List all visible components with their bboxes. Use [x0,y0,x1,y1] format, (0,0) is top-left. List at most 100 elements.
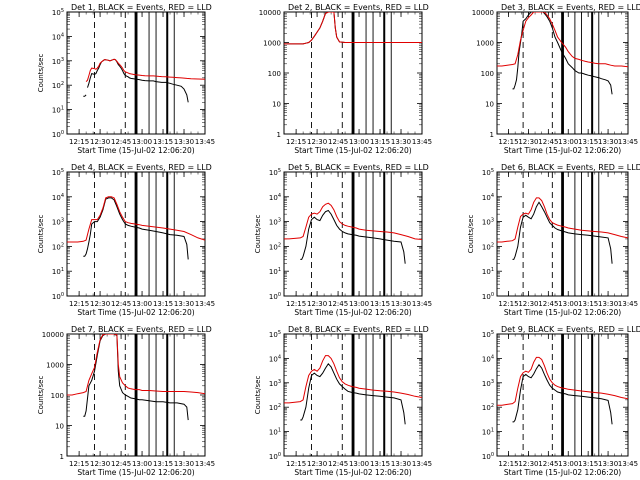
x-tick-label: 13:45 [412,460,432,468]
y-axis-label: Counts/sec [37,54,45,93]
y-tick-base: 10 [52,131,61,139]
y-tick-exponent: 5 [61,168,64,174]
y-tick-base: 10 [52,219,61,227]
y-tick-exponent: 4 [61,193,64,199]
y-tick-label: 102 [52,242,64,251]
panel-title: Det 4, BLACK = Events, RED = LLD [71,163,212,172]
x-axis-label: Start Time (15-Jul-02 12:06:20) [504,146,621,155]
x-tick-label: 12:30 [307,300,327,308]
y-tick-label: 10 [485,101,494,109]
x-tick-label: 13:15 [578,300,598,308]
y-tick-label: 105 [269,330,281,339]
y-tick-base: 10 [482,404,491,412]
y-tick-label: 100 [52,130,64,139]
y-tick-label: 1 [490,131,494,139]
x-tick-label: 13:00 [558,460,578,468]
y-tick-exponent: 5 [491,330,494,336]
x-tick-label: 13:15 [153,300,173,308]
y-tick-base: 10 [52,169,61,177]
x-tick-label: 13:45 [412,138,432,146]
y-tick-base: 10 [52,268,61,276]
x-tick-label: 13:15 [153,460,173,468]
x-tick-label: 13:45 [618,138,638,146]
detector-panel-7: 1 10 100 1000 10000 12:15 12:30 12:45 13:00 13:15… [37,325,215,477]
y-tick-base: 10 [482,169,491,177]
x-tick-label: 13:00 [558,138,578,146]
y-tick-label: 10000 [472,9,494,17]
events-series-line [512,201,613,264]
lld-series-line [67,334,205,396]
y-tick-label: 105 [482,168,494,177]
y-tick-label: 100 [52,292,64,301]
y-tick-exponent: 0 [278,452,281,458]
events-series-line [300,362,406,425]
x-axis-label: Start Time (15-Jul-02 12:06:20) [504,468,621,477]
y-tick-exponent: 0 [61,292,64,298]
x-tick-label: 13:00 [132,300,152,308]
panel-title: Det 3, BLACK = Events, RED = LLD [501,3,640,12]
y-tick-base: 10 [269,293,278,301]
y-tick-base: 10 [482,429,491,437]
y-tick-base: 10 [482,219,491,227]
y-tick-base: 10 [52,243,61,251]
y-axis-label: Counts/sec [37,215,45,254]
y-tick-label: 104 [52,193,64,202]
y-tick-exponent: 1 [491,428,494,434]
y-tick-base: 10 [482,268,491,276]
x-tick-label: 13:00 [349,138,369,146]
x-tick-label: 13:30 [174,460,194,468]
y-tick-exponent: 0 [61,130,64,136]
y-tick-base: 10 [269,404,278,412]
y-tick-base: 10 [482,380,491,388]
y-tick-label: 104 [269,354,281,363]
y-tick-exponent: 5 [278,168,281,174]
y-tick-label: 103 [482,218,494,227]
y-tick-exponent: 0 [491,292,494,298]
x-tick-label: 13:30 [598,460,618,468]
y-tick-label: 1000 [476,40,494,48]
y-tick-base: 10 [482,293,491,301]
y-tick-label: 101 [269,428,281,437]
lld-series-line [67,196,205,243]
y-tick-exponent: 4 [491,354,494,360]
x-tick-label: 13:30 [391,300,411,308]
y-tick-label: 101 [269,267,281,276]
y-tick-exponent: 3 [278,379,281,385]
x-tick-label: 12:30 [307,460,327,468]
y-tick-label: 1000 [263,40,281,48]
y-tick-exponent: 4 [278,193,281,199]
y-tick-exponent: 2 [491,242,494,248]
x-tick-label: 12:30 [90,300,110,308]
y-axis-label: Counts/sec [37,376,45,415]
x-tick-label: 12:30 [90,460,110,468]
y-tick-exponent: 3 [61,57,64,63]
y-tick-exponent: 0 [278,292,281,298]
y-tick-label: 100 [482,292,494,301]
x-tick-label: 12:45 [328,138,348,146]
y-tick-base: 10 [52,82,61,90]
lld-series-line [284,355,422,404]
y-tick-exponent: 4 [61,32,64,38]
y-tick-label: 100 [51,392,64,400]
y-tick-label: 10 [55,423,64,431]
y-tick-label: 100 [269,292,281,301]
x-tick-label: 13:15 [578,460,598,468]
y-tick-label: 10000 [42,331,64,339]
events-series-line [284,12,404,45]
x-axis-label: Start Time (15-Jul-02 12:06:20) [77,468,194,477]
events-series-line [300,209,406,264]
x-tick-label: 12:15 [286,138,306,146]
detector-panel-3: 1 10 100 1000 10000 12:15 12:30 12:45 13:00 13:15… [472,3,640,155]
x-tick-label: 12:15 [69,460,89,468]
y-tick-exponent: 1 [278,428,281,434]
y-tick-base: 10 [52,293,61,301]
x-tick-label: 13:15 [153,138,173,146]
y-tick-base: 10 [269,169,278,177]
y-tick-label: 104 [482,193,494,202]
x-tick-label: 12:45 [538,300,558,308]
x-tick-label: 13:00 [349,460,369,468]
x-tick-label: 13:30 [174,300,194,308]
events-series-line [512,363,613,425]
